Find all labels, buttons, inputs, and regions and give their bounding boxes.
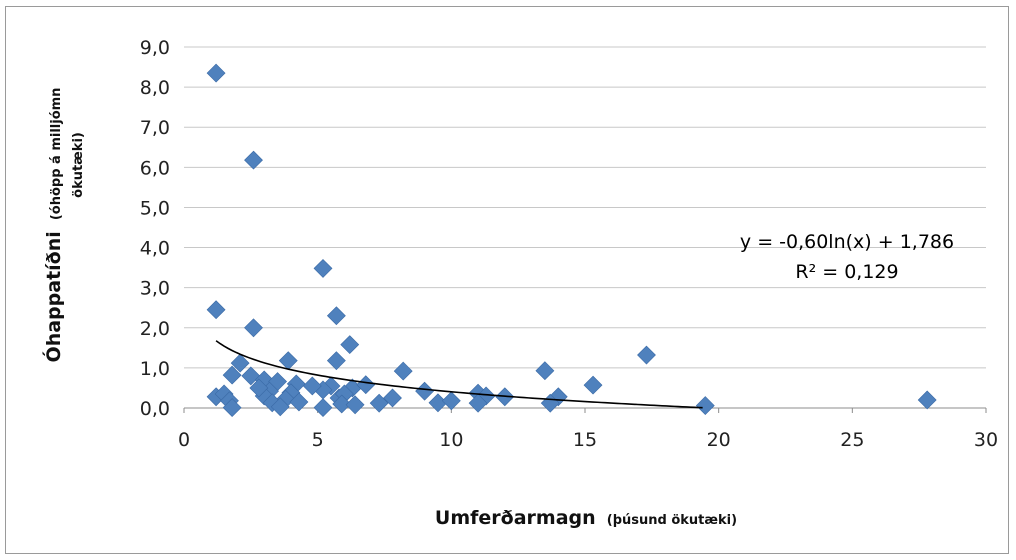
data-point [917,390,937,410]
trendline-group [215,340,703,409]
data-point [241,366,261,386]
x-tick-label: 5 [312,429,324,451]
data-point [345,395,365,415]
y-tick-label: 0,0 [140,398,170,420]
data-point [206,300,226,320]
y-axis-title-main: Óhappatíðni [41,231,65,362]
trendline [215,340,703,409]
x-axis-title-sub: (þúsund ökutæki) [607,513,737,528]
x-tick-label: 30 [974,429,998,451]
gridlines [184,46,986,369]
data-point [326,351,346,371]
data-point [289,392,309,412]
y-axis-title-sub-1: (óhöpp á milljómn [49,88,64,221]
x-tick-label: 0 [178,429,190,451]
y-tick-label: 7,0 [140,117,170,139]
y-tick-label: 9,0 [140,37,170,59]
data-point [393,361,413,381]
x-axis-title-main: Umferðarmagn [435,507,596,529]
data-point [249,378,269,398]
data-point [230,353,250,373]
x-tick-label: 10 [439,429,463,451]
data-point [535,361,555,381]
data-point [332,394,352,414]
x-tick-labels: 0 5 10 15 20 25 30 [178,429,998,451]
y-tick-label: 1,0 [140,358,170,380]
data-point [313,398,333,418]
data-point [222,398,242,418]
y-tick-label: 6,0 [140,157,170,179]
data-point [270,397,290,417]
x-tick-label: 20 [707,429,731,451]
y-tick-label: 5,0 [140,197,170,219]
data-point [302,376,322,396]
data-point [340,335,360,355]
data-point [637,345,656,365]
y-tick-labels: 0,0 1,0 2,0 3,0 4,0 5,0 6,0 7,0 8,0 9,0 [140,37,170,420]
data-point [695,396,715,416]
data-point [383,388,402,408]
trendline-r-squared: R² = 0,129 [795,261,898,283]
y-tick-label: 8,0 [140,77,170,99]
y-tick-label: 2,0 [140,318,170,340]
data-point [244,318,263,338]
data-point [369,393,389,413]
chart-frame [5,6,1009,554]
y-tick-label: 3,0 [140,278,170,300]
data-point [206,63,226,83]
y-axis-title-sub-2: ökutæki) [71,132,86,198]
x-tick-label: 15 [573,429,597,451]
data-points [206,63,937,418]
y-axis-title: Óhappatíðni (óhöpp á milljómn ökutæki) [41,88,86,363]
data-point [415,381,435,401]
data-point [313,258,333,278]
data-point [441,391,461,411]
data-point [468,393,488,413]
x-axis-title: Umferðarmagn (þúsund ökutæki) [435,507,737,529]
data-point [244,150,263,170]
data-point [356,375,376,395]
axes [183,407,987,413]
x-tick-label: 25 [840,429,864,451]
trendline-equation: y = -0,60ln(x) + 1,786 [740,231,954,253]
data-point [583,375,603,395]
data-point [326,306,346,326]
y-tick-label: 4,0 [140,238,170,260]
data-point [222,365,242,385]
svg-text:Óhappatíðni (óhöpp á mil: Óhappatíðni (óhöpp á milljómn [41,88,65,363]
